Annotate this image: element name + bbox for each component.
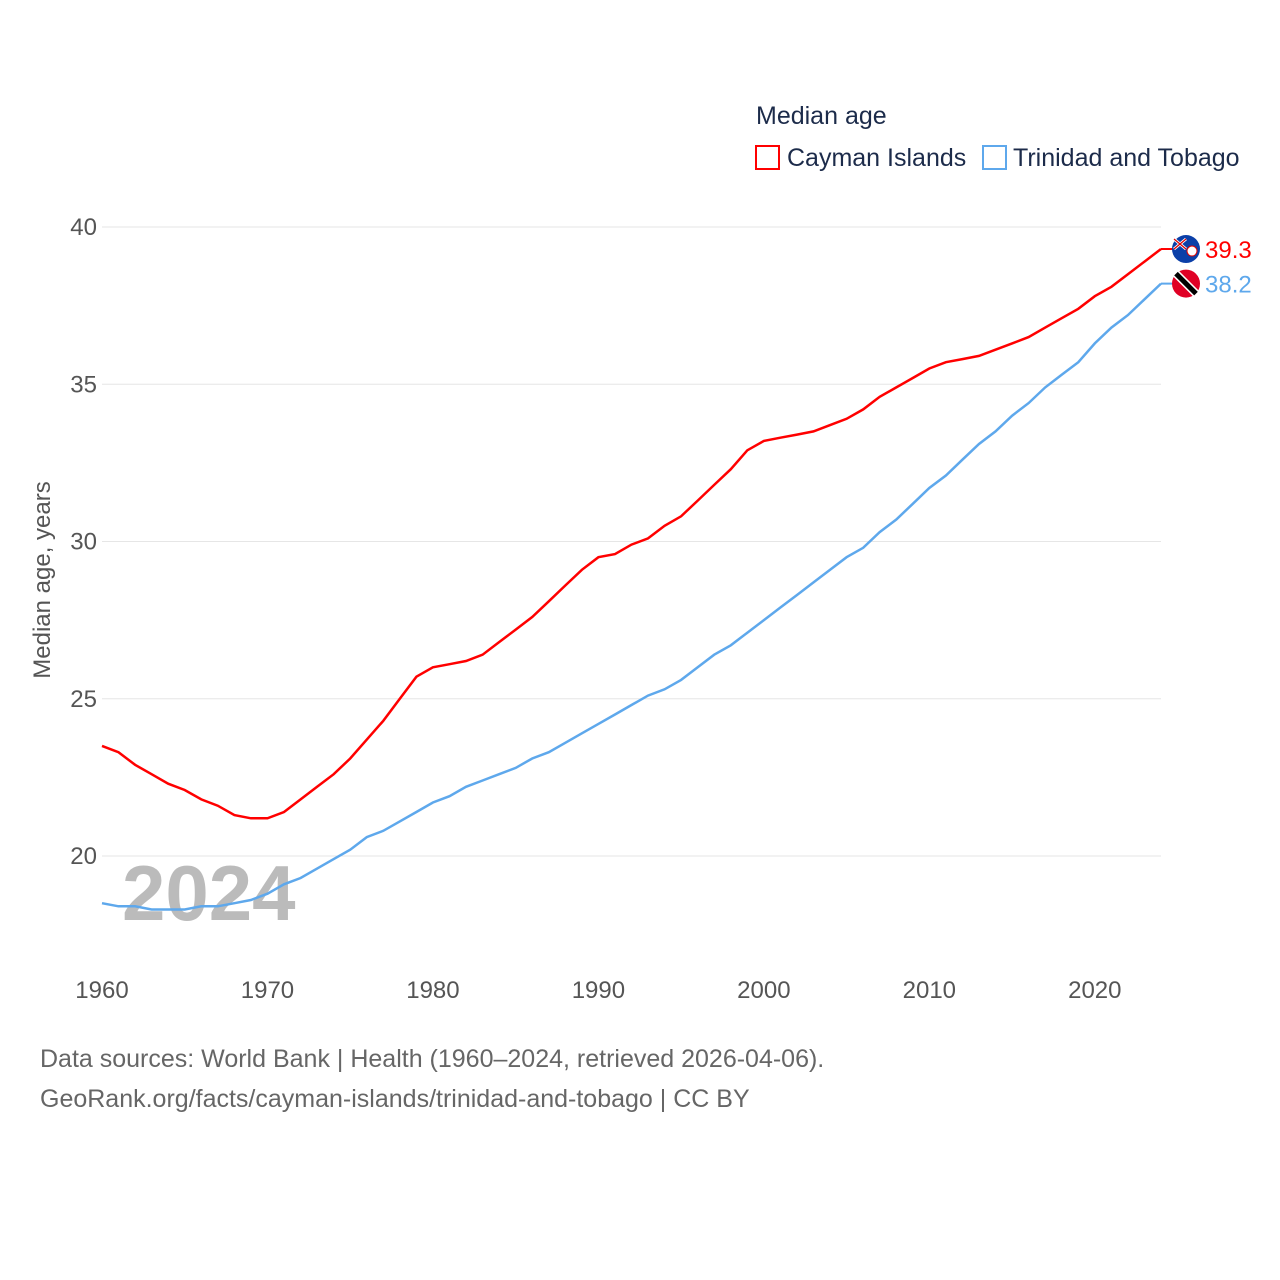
trinidad-and-tobago-flag-icon [1172, 269, 1200, 298]
legend-item-trinidad-and-tobago[interactable]: Trinidad and Tobago [982, 144, 1240, 172]
end-value-label: 39.3 [1205, 237, 1252, 264]
legend-label: Trinidad and Tobago [1013, 144, 1240, 172]
x-tick-label: 1980 [406, 977, 459, 1004]
end-value-label: 38.2 [1205, 272, 1252, 299]
x-tick-label: 2010 [903, 977, 956, 1004]
legend-swatch [982, 145, 1007, 170]
series-line-cayman-islands[interactable] [101, 248, 1162, 820]
y-tick-label: 20 [70, 843, 97, 870]
y-axis-label: Median age, years [29, 481, 56, 678]
legend-title: Median age [756, 102, 887, 130]
legend-item-cayman-islands[interactable]: Cayman Islands [755, 144, 966, 172]
cayman-islands-flag-icon [1172, 235, 1200, 264]
series-line-trinidad-and-tobago[interactable] [101, 282, 1162, 911]
data-source-note: Data sources: World Bank | Health (1960–… [40, 1045, 825, 1073]
x-tick-label: 2000 [737, 977, 790, 1004]
legend-label: Cayman Islands [787, 144, 966, 172]
y-tick-label: 25 [70, 686, 97, 713]
y-tick-label: 40 [70, 214, 97, 241]
y-tick-label: 35 [70, 371, 97, 398]
x-tick-label: 1970 [241, 977, 294, 1004]
x-tick-label: 2020 [1068, 977, 1121, 1004]
x-tick-label: 1990 [572, 977, 625, 1004]
attribution-link[interactable]: GeoRank.org/facts/cayman-islands/trinida… [40, 1085, 750, 1113]
y-tick-label: 30 [70, 529, 97, 556]
x-tick-label: 1960 [75, 977, 128, 1004]
legend-swatch [755, 145, 780, 170]
